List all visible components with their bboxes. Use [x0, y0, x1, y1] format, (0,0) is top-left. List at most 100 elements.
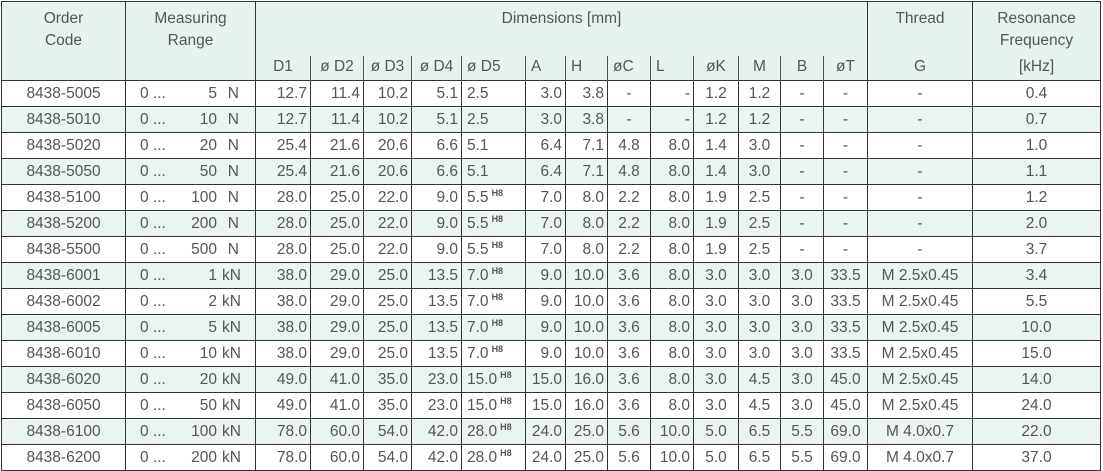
- dimension-cell: 42.0: [411, 444, 462, 471]
- range-value: 200: [191, 215, 217, 232]
- table-row: 8438-6002 0 ... 2 kN 38.0 29.0 25.0 13.5 7.0 H8 9.…: [1, 288, 1101, 315]
- dimension-cell: 4.8: [607, 158, 651, 185]
- dimension-cell: -: [650, 80, 694, 107]
- dimension-cell: 8.0: [650, 366, 694, 393]
- dimension-cell: 20.6: [363, 158, 412, 185]
- dimension-cell: 10.2: [363, 80, 412, 107]
- dimension-cell: 25.0: [310, 210, 364, 237]
- dimension-cell: 1.9: [693, 210, 739, 237]
- dimension-cell: 5.5 H8: [461, 236, 526, 263]
- dimension-cell: 1.9: [693, 236, 739, 263]
- header-line: Frequency: [999, 32, 1074, 49]
- dimension-cell: 8.0: [650, 184, 694, 211]
- range-prefix: 0 ...: [140, 423, 166, 440]
- dimension-cell: 3.6: [607, 314, 651, 341]
- range-value: 100: [191, 423, 217, 440]
- dimension-cell: 8.0: [565, 236, 608, 263]
- frequency-cell: 37.0: [972, 444, 1101, 471]
- dimension-cell: 3.0: [738, 314, 781, 341]
- dimension-cell: 10.2: [363, 106, 412, 133]
- thread-cell: -: [867, 132, 973, 159]
- dimension-cell: 3.0: [780, 340, 824, 367]
- dimension-value: 5.5: [467, 241, 489, 258]
- header-line: Order: [43, 10, 84, 27]
- dimension-value: 7.0: [467, 293, 489, 310]
- dimension-cell: 8.0: [650, 288, 694, 315]
- dimension-cell: -: [823, 80, 868, 107]
- dimension-cell: -: [780, 236, 824, 263]
- dimension-cell: 9.0: [411, 210, 462, 237]
- dimension-cell: 8.0: [650, 132, 694, 159]
- tolerance-label: H8: [491, 214, 504, 224]
- dimension-cell: 5.6: [607, 444, 651, 471]
- frequency-cell: 2.0: [972, 210, 1101, 237]
- range-unit: kN: [222, 371, 241, 388]
- range-unit: N: [227, 189, 239, 206]
- dimension-cell: 11.4: [310, 80, 364, 107]
- header-line: Measuring: [154, 10, 227, 27]
- dimension-cell: 23.0: [411, 366, 462, 393]
- dimension-cell: 60.0: [310, 418, 364, 445]
- dimension-cell: 5.1: [461, 158, 526, 185]
- dimension-cell: 8.0: [565, 184, 608, 211]
- dimension-cell: 25.0: [565, 418, 608, 445]
- dimension-cell: 2.5: [461, 80, 526, 107]
- dimension-cell: 10.0: [650, 418, 694, 445]
- range-prefix: 0 ...: [140, 111, 166, 128]
- dimension-cell: 29.0: [310, 314, 364, 341]
- dimension-cell: 28.0 H8: [461, 418, 526, 445]
- tolerance-label: H8: [500, 422, 512, 432]
- dimension-cell: 69.0: [823, 418, 868, 445]
- range-unit: kN: [222, 319, 241, 336]
- order-code: 8438-6001: [1, 262, 126, 289]
- range-prefix: 0 ...: [140, 267, 166, 284]
- range-unit: N: [227, 241, 239, 258]
- dimension-cell: 20.6: [363, 132, 412, 159]
- dimension-cell: -: [650, 106, 694, 133]
- dimension-cell: 9.0: [525, 288, 566, 315]
- dimension-cell: 35.0: [363, 366, 412, 393]
- frequency-cell: 3.7: [972, 236, 1101, 263]
- measuring-range: 0 ... 2 kN: [125, 288, 256, 315]
- thread-cell: -: [867, 158, 973, 185]
- table-header: Order Code Measuring Range Dimensions [mm]…: [1, 1, 1101, 81]
- order-code: 8438-5500: [1, 236, 126, 263]
- dimension-cell: 12.7: [255, 106, 311, 133]
- table-row: 8438-6010 0 ... 10 kN 38.0 29.0 25.0 13.5 7.0 H8 9…: [1, 340, 1101, 367]
- dimension-cell: -: [823, 106, 868, 133]
- table-row: 8438-5020 0 ... 20 N 25.4 21.6 20.6 6.6 5.1 6.4 7.…: [1, 132, 1101, 159]
- order-code: 8438-5005: [1, 80, 126, 107]
- dimension-cell: 3.6: [607, 392, 651, 419]
- dimension-cell: 4.5: [738, 366, 781, 393]
- thread-cell: -: [867, 106, 973, 133]
- dimension-cell: 6.5: [738, 418, 781, 445]
- dimension-cell: 25.0: [363, 262, 412, 289]
- thread-cell: -: [867, 80, 973, 107]
- table-row: 8438-5050 0 ... 50 N 25.4 21.6 20.6 6.6 5.1 6.4 7.…: [1, 158, 1101, 185]
- thread-subheader: G: [867, 56, 973, 81]
- range-unit: kN: [222, 345, 241, 362]
- dimension-cell: 8.0: [650, 340, 694, 367]
- dimension-cell: 28.0: [255, 236, 311, 263]
- table-row: 8438-6100 0 ... 100 kN 78.0 60.0 54.0 42.0 28.0 H…: [1, 418, 1101, 445]
- dimension-cell: 12.7: [255, 80, 311, 107]
- dimension-cell: 2.2: [607, 210, 651, 237]
- tolerance-label: H8: [500, 448, 512, 458]
- range-prefix: 0 ...: [140, 85, 166, 102]
- range-unit: N: [227, 163, 239, 180]
- range-value: 2: [208, 293, 217, 310]
- frequency-unit: [kHz]: [972, 56, 1101, 81]
- measuring-range: 0 ... 5 N: [125, 80, 256, 107]
- thread-cell: M 2.5x0.45: [867, 366, 973, 393]
- measuring-range: 0 ... 10 kN: [125, 340, 256, 367]
- frequency-cell: 3.4: [972, 262, 1101, 289]
- dimension-cell: 10.0: [565, 340, 608, 367]
- dimension-cell: 13.5: [411, 288, 462, 315]
- frequency-cell: 1.0: [972, 132, 1101, 159]
- dim-column-header: A: [525, 56, 566, 81]
- dimension-cell: 38.0: [255, 314, 311, 341]
- dimension-cell: 54.0: [363, 418, 412, 445]
- frequency-cell: 24.0: [972, 392, 1101, 419]
- dimension-value: 5.5: [467, 215, 489, 232]
- dimension-cell: 78.0: [255, 418, 311, 445]
